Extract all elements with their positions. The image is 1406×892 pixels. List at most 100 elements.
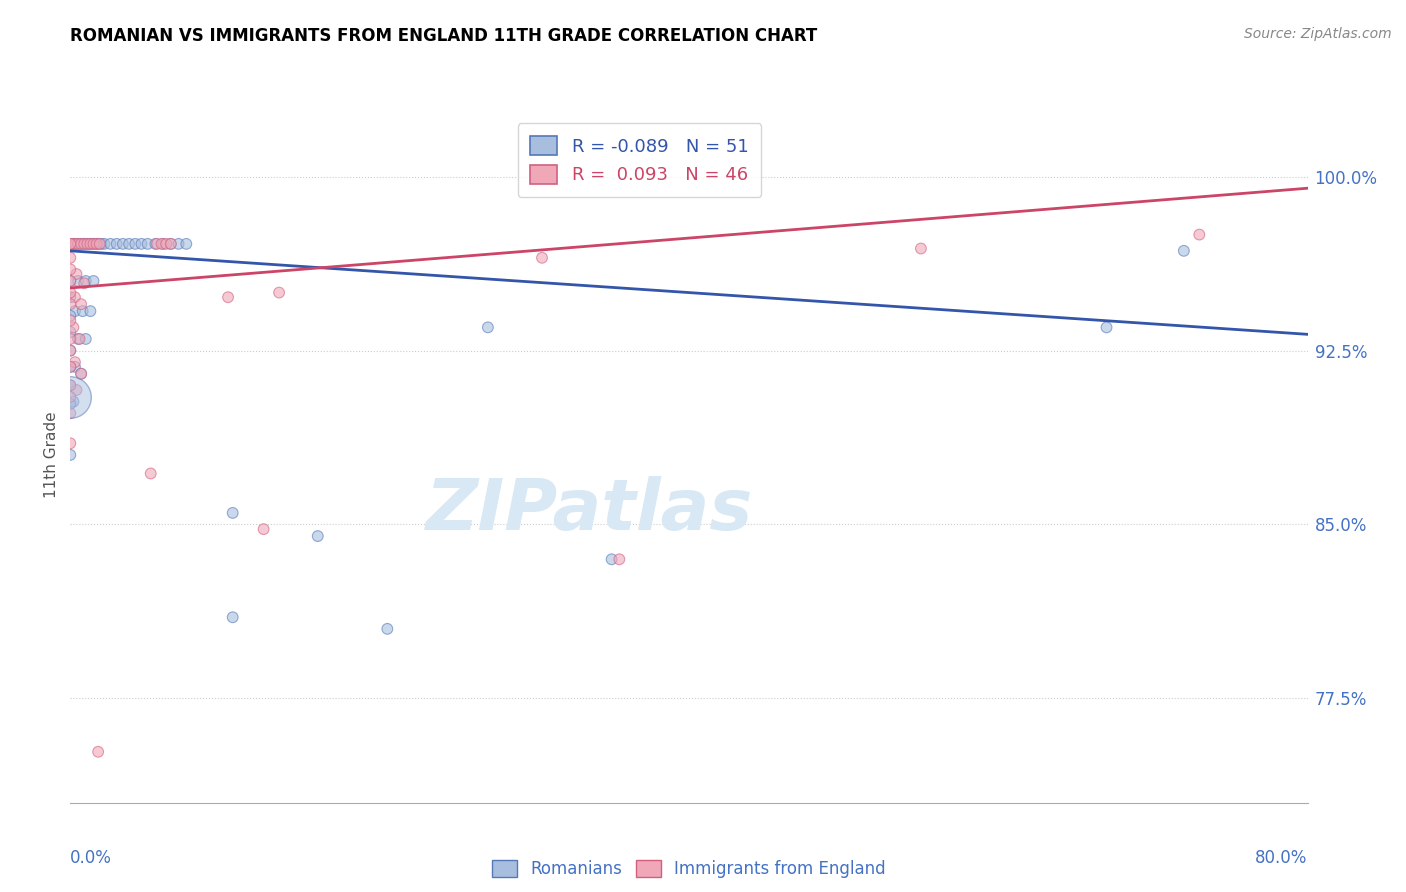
Point (217, 290, 239, 304)
Point (79, 304, 101, 318)
Point (160, 236, 183, 251)
Point (72, 236, 94, 251)
Point (167, 236, 190, 251)
Point (93, 236, 115, 251)
Point (59, 359, 82, 374)
Point (59, 274, 82, 288)
Point (59, 390, 82, 404)
Point (77, 236, 100, 251)
Point (59, 359, 82, 374)
Point (59, 290, 82, 304)
Point (139, 467, 162, 481)
Point (59, 332, 82, 346)
Point (59, 325, 82, 339)
Point (69, 236, 91, 251)
Point (59, 436, 82, 450)
Point (136, 236, 159, 251)
Point (70, 367, 93, 381)
Text: ROMANIAN VS IMMIGRANTS FROM ENGLAND 11TH GRADE CORRELATION CHART: ROMANIAN VS IMMIGRANTS FROM ENGLAND 11TH… (70, 27, 817, 45)
Point (59, 378, 82, 392)
Point (59, 406, 82, 420)
Point (63, 236, 86, 251)
Point (145, 236, 167, 251)
Point (89, 236, 111, 251)
Point (59, 343, 82, 358)
Point (1188, 227, 1211, 242)
Y-axis label: 11th Grade: 11th Grade (44, 411, 59, 499)
Point (105, 236, 128, 251)
Point (600, 552, 623, 566)
Point (62, 236, 84, 251)
Point (90, 236, 112, 251)
Point (72, 304, 94, 318)
Point (307, 529, 329, 543)
Text: 0.0%: 0.0% (70, 849, 112, 867)
Point (82, 274, 105, 288)
Point (59, 343, 82, 358)
Point (59, 274, 82, 288)
Point (152, 236, 174, 251)
Point (65, 383, 87, 397)
Point (222, 506, 245, 520)
Point (63, 304, 86, 318)
Point (70, 367, 93, 381)
Point (150, 236, 173, 251)
Point (60, 236, 83, 251)
Point (62, 394, 84, 409)
Point (70, 297, 93, 311)
Text: Source: ZipAtlas.com: Source: ZipAtlas.com (1244, 27, 1392, 41)
Point (79, 236, 101, 251)
Point (63, 359, 86, 374)
Point (124, 236, 146, 251)
Point (65, 236, 87, 251)
Point (84, 236, 107, 251)
Point (160, 236, 183, 251)
Point (111, 236, 134, 251)
Point (76, 236, 98, 251)
Point (531, 251, 554, 265)
Point (59, 378, 82, 392)
Point (63, 355, 86, 369)
Point (1173, 244, 1195, 258)
Point (253, 522, 276, 536)
Point (176, 236, 198, 251)
Legend: Romanians, Immigrants from England: Romanians, Immigrants from England (485, 854, 893, 885)
Point (910, 242, 932, 256)
Point (59, 236, 82, 251)
Point (75, 332, 97, 346)
Point (65, 267, 87, 281)
Text: ZIPatlas: ZIPatlas (426, 476, 754, 545)
Point (118, 236, 141, 251)
Point (75, 274, 97, 288)
Point (67, 274, 90, 288)
Point (59, 313, 82, 327)
Point (222, 610, 245, 624)
Point (75, 236, 97, 251)
Point (80, 236, 103, 251)
Text: 80.0%: 80.0% (1256, 849, 1308, 867)
Point (100, 236, 122, 251)
Point (155, 236, 177, 251)
Point (1095, 320, 1118, 334)
Point (59, 309, 82, 323)
Point (87, 745, 110, 759)
Point (609, 552, 631, 566)
Point (59, 297, 82, 311)
Point (59, 262, 82, 277)
Point (477, 320, 499, 334)
Point (87, 236, 110, 251)
Point (131, 236, 153, 251)
Point (73, 236, 96, 251)
Point (82, 236, 105, 251)
Point (62, 320, 84, 334)
Point (377, 622, 399, 636)
Point (86, 236, 108, 251)
Point (67, 332, 90, 346)
Point (146, 236, 169, 251)
Point (73, 277, 96, 291)
Point (69, 332, 91, 346)
Point (59, 251, 82, 265)
Point (70, 236, 93, 251)
Point (59, 397, 82, 411)
Point (67, 236, 90, 251)
